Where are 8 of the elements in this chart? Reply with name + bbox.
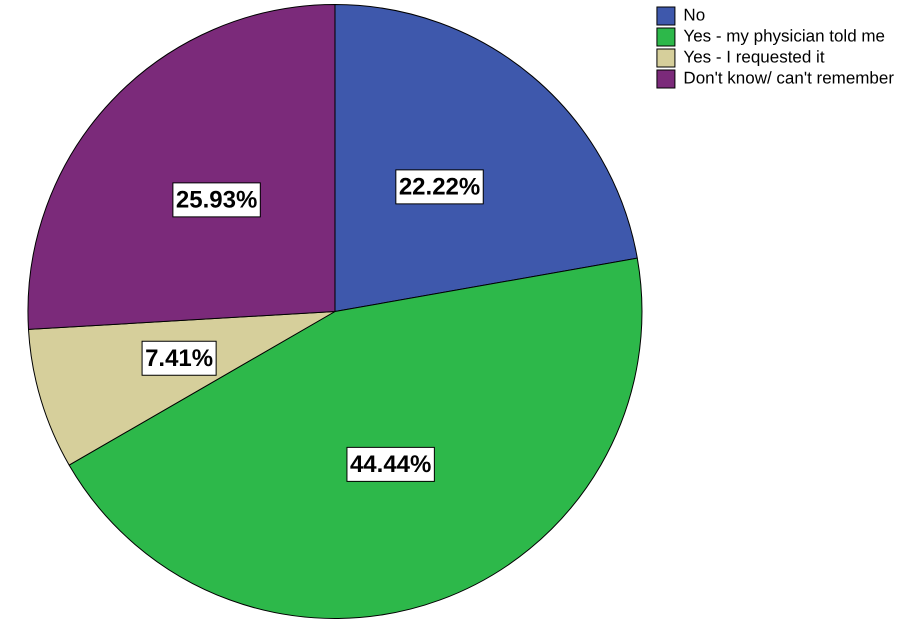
- legend-label: Yes - my physician told me: [683, 26, 886, 46]
- legend-label: Don't know/ can't remember: [683, 68, 894, 88]
- data-label: 7.41%: [145, 344, 214, 372]
- legend-label: Yes - I requested it: [683, 48, 825, 67]
- data-label: 22.22%: [398, 173, 480, 200]
- legend-label: No: [683, 6, 706, 25]
- data-label: 25.93%: [176, 186, 258, 214]
- data-label: 44.44%: [350, 451, 432, 478]
